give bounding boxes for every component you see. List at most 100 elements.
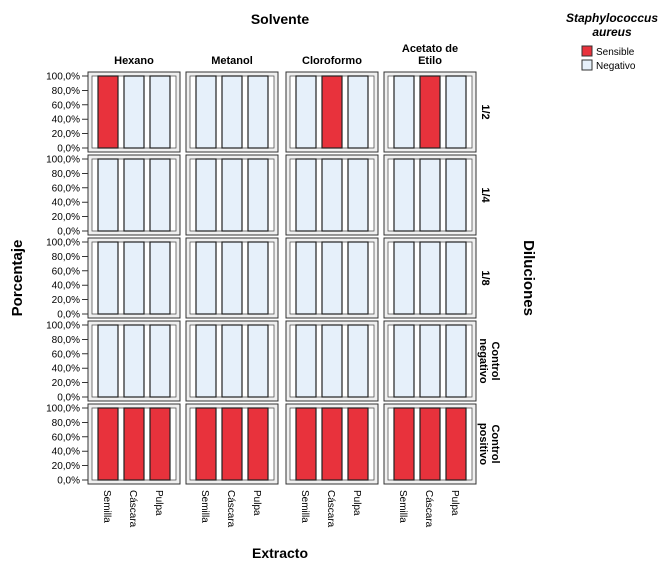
legend-swatch-0 [581, 45, 593, 57]
bar-r1-c2-0 [295, 158, 317, 232]
bar-r3-c2-1 [321, 324, 343, 398]
bar-r2-c1-2 [247, 241, 269, 315]
y-tick-label-r3-2: 40,0% [52, 364, 80, 375]
y-tick-label-r1-2: 40,0% [52, 198, 80, 209]
bar-r0-c2-2 [347, 75, 369, 149]
y-tick-label-r2-4: 80,0% [52, 252, 80, 263]
bar-r4-c2-2 [347, 407, 369, 481]
bar-r2-c0-2 [149, 241, 171, 315]
x-tick-label-c3-0: Semilla [397, 490, 408, 523]
legend-title-line2: aureus [592, 25, 632, 39]
bar-r3-c3-0 [393, 324, 415, 398]
bar-r3-c1-2 [247, 324, 269, 398]
bar-r1-c1-0 [195, 158, 217, 232]
bar-r2-c3-1 [419, 241, 441, 315]
x-axis-title: Extracto [252, 545, 308, 561]
bar-r0-c0-1 [123, 75, 145, 149]
row-label-1: 1/4 [479, 187, 491, 203]
y-tick-label-r0-3: 60,0% [52, 100, 80, 111]
bar-r0-c2-1 [321, 75, 343, 149]
bar-r4-c3-2 [445, 407, 467, 481]
bar-r3-c3-2 [445, 324, 467, 398]
x-tick-label-c3-1: Cáscara [423, 490, 434, 528]
y-tick-label-r2-2: 40,0% [52, 281, 80, 292]
y-tick-label-r4-1: 20,0% [52, 461, 80, 472]
y-tick-label-r0-4: 80,0% [52, 86, 80, 97]
y-tick-label-r1-3: 60,0% [52, 183, 80, 194]
column-header-2: Cloroformo [302, 55, 362, 67]
bar-r4-c0-2 [149, 407, 171, 481]
bar-r1-c3-2 [445, 158, 467, 232]
x-tick-label-c2-2: Pulpa [351, 490, 362, 516]
bar-r4-c1-0 [195, 407, 217, 481]
bar-r4-c1-1 [221, 407, 243, 481]
bar-r4-c3-1 [419, 407, 441, 481]
bar-r3-c1-0 [195, 324, 217, 398]
row-label-3-line2: negativo [477, 338, 489, 384]
x-tick-label-c0-0: Semilla [101, 490, 112, 523]
row-axis-title: Diluciones [520, 240, 537, 316]
bar-r1-c2-1 [321, 158, 343, 232]
bar-r2-c3-2 [445, 241, 467, 315]
x-tick-label-c1-0: Semilla [199, 490, 210, 523]
y-tick-label-r0-2: 40,0% [52, 115, 80, 126]
bar-r2-c1-1 [221, 241, 243, 315]
column-header-0: Hexano [114, 55, 154, 67]
legend-label-1: Negativo [596, 61, 636, 72]
bar-r0-c3-1 [419, 75, 441, 149]
bar-r4-c0-0 [97, 407, 119, 481]
bar-r3-c2-0 [295, 324, 317, 398]
row-label-4-line1: Control [489, 424, 501, 463]
y-tick-label-r1-4: 80,0% [52, 169, 80, 180]
bar-r0-c1-2 [247, 75, 269, 149]
bar-r2-c1-0 [195, 241, 217, 315]
y-tick-label-r3-4: 80,0% [52, 335, 80, 346]
y-axis-title: Porcentaje [9, 240, 26, 317]
y-tick-label-r1-0: 0,0% [57, 227, 80, 238]
bar-r4-c0-1 [123, 407, 145, 481]
row-label-0: 1/2 [479, 104, 491, 119]
bar-r2-c3-0 [393, 241, 415, 315]
bar-r0-c3-0 [393, 75, 415, 149]
bar-r3-c2-2 [347, 324, 369, 398]
x-tick-label-c3-2: Pulpa [449, 490, 460, 516]
bar-r4-c1-2 [247, 407, 269, 481]
y-tick-label-r4-0: 0,0% [57, 476, 80, 487]
x-tick-label-c1-2: Pulpa [251, 490, 262, 516]
legend-swatch-1 [581, 59, 593, 71]
bar-r4-c2-1 [321, 407, 343, 481]
bar-r2-c2-0 [295, 241, 317, 315]
column-header-3-line1: Acetato de [402, 43, 458, 55]
y-tick-label-r3-5: 100,0% [46, 321, 80, 332]
column-header-3-line2: Etilo [418, 55, 442, 67]
y-tick-label-r4-4: 80,0% [52, 418, 80, 429]
y-tick-label-r4-5: 100,0% [46, 404, 80, 415]
bar-r3-c1-1 [221, 324, 243, 398]
bar-r1-c3-1 [419, 158, 441, 232]
y-tick-label-r2-0: 0,0% [57, 310, 80, 321]
bar-r0-c1-1 [221, 75, 243, 149]
column-header-1: Metanol [211, 55, 253, 67]
bar-r4-c2-0 [295, 407, 317, 481]
bar-r3-c0-0 [97, 324, 119, 398]
row-label-2: 1/8 [479, 270, 491, 285]
y-tick-label-r1-1: 20,0% [52, 212, 80, 223]
y-tick-label-r0-5: 100,0% [46, 72, 80, 83]
bar-r3-c0-1 [123, 324, 145, 398]
bar-r4-c3-0 [393, 407, 415, 481]
bar-r3-c3-1 [419, 324, 441, 398]
y-tick-label-r3-3: 60,0% [52, 349, 80, 360]
bar-r0-c1-0 [195, 75, 217, 149]
x-tick-label-c0-2: Pulpa [153, 490, 164, 516]
y-tick-label-r2-3: 60,0% [52, 266, 80, 277]
bar-r2-c0-0 [97, 241, 119, 315]
y-tick-label-r0-1: 20,0% [52, 129, 80, 140]
y-tick-label-r3-0: 0,0% [57, 393, 80, 404]
bar-r3-c0-2 [149, 324, 171, 398]
bar-r0-c2-0 [295, 75, 317, 149]
row-label-3-line1: Control [489, 341, 501, 380]
bar-r1-c1-1 [221, 158, 243, 232]
bar-r1-c1-2 [247, 158, 269, 232]
